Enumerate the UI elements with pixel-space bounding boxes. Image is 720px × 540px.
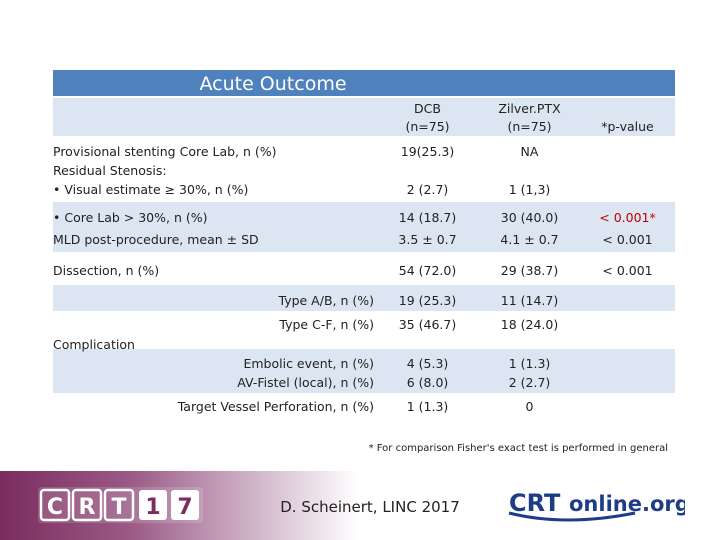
- col-header-pvalue: *p-value: [601, 119, 654, 134]
- row-label: Target Vessel Perforation, n (%): [177, 399, 374, 414]
- dcb-value: 19(25.3): [400, 144, 455, 159]
- author-credit: D. Scheinert, LINC 2017: [280, 498, 460, 516]
- zilver-value: 29 (38.7): [500, 263, 559, 278]
- zilver-value: 0: [525, 399, 534, 414]
- zilver-value: NA: [520, 144, 539, 159]
- zilver-value: 1 (1,3): [508, 182, 551, 197]
- dcb-value: 35 (46.7): [398, 317, 457, 332]
- col-header-zilver-line2: (n=75): [507, 119, 552, 134]
- svg-text:7: 7: [177, 495, 192, 520]
- row-band: [53, 285, 675, 311]
- col-header-dcb-line1: DCB: [414, 101, 441, 116]
- row-label: • Visual estimate ≥ 30%, n (%): [53, 182, 249, 197]
- row-band: [53, 349, 675, 393]
- zilver-value: 18 (24.0): [500, 317, 559, 332]
- row-label: MLD post-procedure, mean ± SD: [53, 232, 259, 247]
- row-band: [53, 98, 675, 136]
- zilver-value: 30 (40.0): [500, 210, 559, 225]
- crt17-logo: C R T 1 7: [38, 487, 203, 523]
- row-label: Residual Stenosis:: [53, 163, 167, 178]
- dcb-value: 1 (1.3): [406, 399, 449, 414]
- crtonline-logo: CRT online.org: [508, 489, 685, 522]
- svg-text:1: 1: [145, 495, 160, 520]
- row-label: Complication: [53, 337, 135, 352]
- zilver-value: 4.1 ± 0.7: [500, 232, 559, 247]
- p-value: < 0.001: [602, 263, 653, 278]
- p-value: < 0.001*: [599, 210, 656, 225]
- dcb-value: 4 (5.3): [406, 356, 449, 371]
- slide-title: Acute Outcome: [199, 73, 347, 95]
- row-label: Type A/B, n (%): [278, 293, 375, 308]
- row-label: Dissection, n (%): [53, 263, 160, 278]
- row-label: Embolic event, n (%): [243, 356, 374, 371]
- zilver-value: 2 (2.7): [508, 375, 551, 390]
- dcb-value: 2 (2.7): [406, 182, 449, 197]
- dcb-value: 6 (8.0): [406, 375, 449, 390]
- row-label: Type C-F, n (%): [279, 317, 374, 332]
- footnote: * For comparison Fisher's exact test is …: [368, 443, 668, 454]
- col-header-zilver-line1: Zilver.PTX: [498, 101, 561, 116]
- col-header-dcb-line2: (n=75): [405, 119, 450, 134]
- title-bar: [53, 70, 675, 96]
- svg-text:R: R: [79, 495, 96, 520]
- row-label: Provisional stenting Core Lab, n (%): [53, 144, 277, 159]
- dcb-value: 54 (72.0): [398, 263, 457, 278]
- footer: [0, 471, 720, 540]
- svg-text:C: C: [47, 495, 63, 520]
- row-band: [53, 202, 675, 252]
- p-value: < 0.001: [602, 232, 653, 247]
- zilver-value: 1 (1.3): [508, 356, 551, 371]
- row-label: • Core Lab > 30%, n (%): [53, 210, 208, 225]
- svg-text:CRT: CRT: [509, 489, 561, 517]
- svg-text:online.org: online.org: [569, 492, 685, 516]
- zilver-value: 11 (14.7): [500, 293, 559, 308]
- row-label: AV-Fistel (local), n (%): [237, 375, 374, 390]
- dcb-value: 3.5 ± 0.7: [398, 232, 457, 247]
- dcb-value: 19 (25.3): [398, 293, 457, 308]
- dcb-value: 14 (18.7): [398, 210, 457, 225]
- svg-text:T: T: [111, 495, 126, 520]
